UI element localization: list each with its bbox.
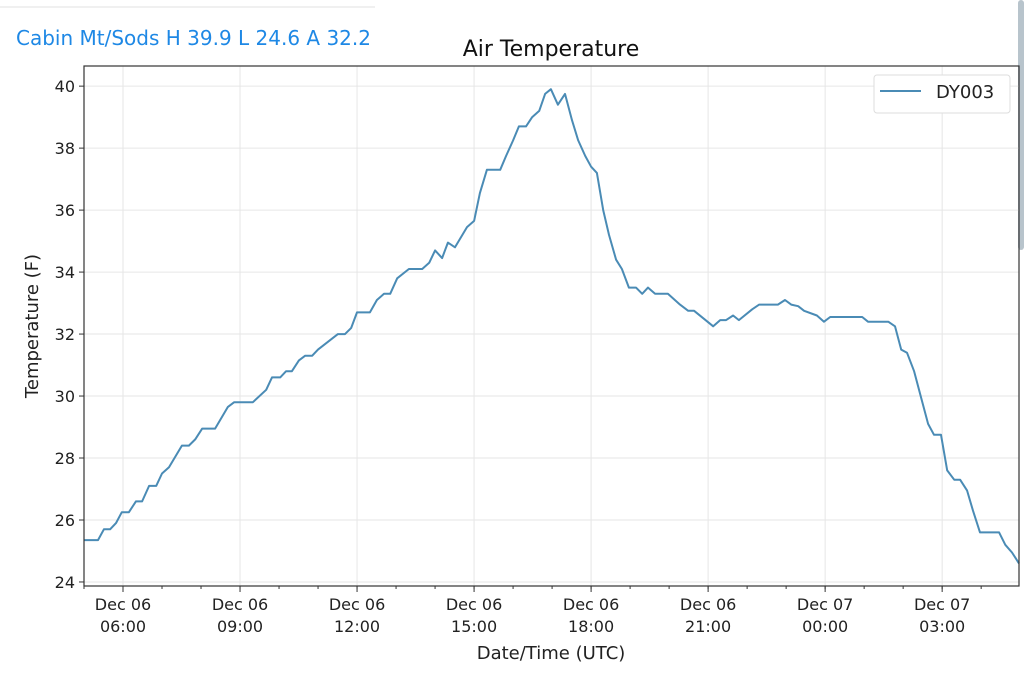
x-tick-date: Dec 06 <box>95 595 151 614</box>
plot-frame <box>83 65 1020 587</box>
scrollbar[interactable] <box>1018 0 1024 250</box>
y-tick-label: 32 <box>55 325 75 344</box>
top-divider <box>0 6 375 8</box>
x-tick-time: 03:00 <box>919 617 965 636</box>
y-tick-label: 30 <box>55 387 75 406</box>
series-line-dy003 <box>84 88 1020 564</box>
y-tick-label: 26 <box>55 511 75 530</box>
x-tick-time: 12:00 <box>334 617 380 636</box>
y-tick-label: 40 <box>55 77 75 96</box>
y-axis-label: Temperature (F) <box>22 254 43 399</box>
y-axis-ticks: 24 26 28 30 32 34 36 38 40 <box>55 77 84 592</box>
y-tick-label: 28 <box>55 449 75 468</box>
grid <box>84 66 1019 586</box>
x-tick-date: Dec 07 <box>797 595 853 614</box>
x-tick-date: Dec 07 <box>914 595 970 614</box>
x-axis-ticks: Dec 06 06:00 Dec 06 09:00 Dec 06 12:00 Dec 06 1… <box>83 586 982 636</box>
chart-title: Air Temperature <box>463 37 640 62</box>
y-tick-label: 24 <box>55 573 75 592</box>
x-tick-date: Dec 06 <box>446 595 502 614</box>
x-axis-label: Date/Time (UTC) <box>477 643 626 664</box>
legend: DY003 <box>873 74 1011 114</box>
x-tick-date: Dec 06 <box>680 595 736 614</box>
series-lines <box>84 88 1020 564</box>
y-tick-label: 38 <box>55 139 75 158</box>
legend-label: DY003 <box>936 82 994 103</box>
x-tick-time: 00:00 <box>802 617 848 636</box>
x-tick-time: 21:00 <box>685 617 731 636</box>
x-tick-time: 18:00 <box>568 617 614 636</box>
x-tick-date: Dec 06 <box>563 595 619 614</box>
x-tick-time: 06:00 <box>100 617 146 636</box>
x-tick-date: Dec 06 <box>329 595 385 614</box>
y-tick-label: 36 <box>55 201 75 220</box>
x-tick-time: 15:00 <box>451 617 497 636</box>
y-tick-label: 34 <box>55 263 75 282</box>
x-tick-time: 09:00 <box>217 617 263 636</box>
legend-box <box>873 74 1011 114</box>
x-tick-date: Dec 06 <box>212 595 268 614</box>
station-summary-link[interactable]: Cabin Mt/Sods H 39.9 L 24.6 A 32.2 <box>16 26 371 50</box>
